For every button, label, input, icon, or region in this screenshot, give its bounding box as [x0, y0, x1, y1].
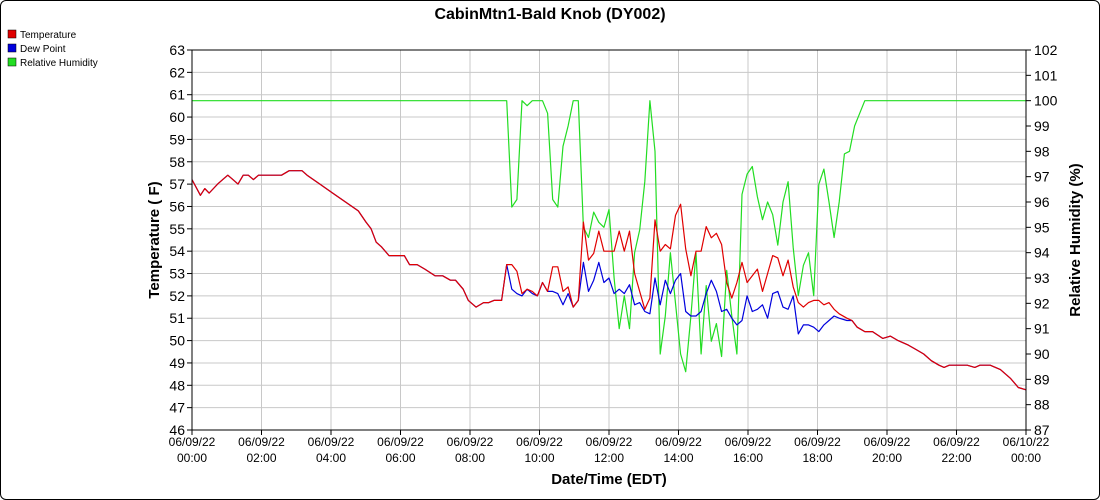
y2-tick-label: 89 [1034, 371, 1050, 387]
y-axis-label: Temperature ( F) [146, 181, 163, 298]
x-tick-label-time: 22:00 [941, 451, 971, 465]
y-tick-label: 56 [169, 198, 185, 214]
legend-label: Dew Point [20, 44, 66, 55]
x-tick-label-date: 06/09/22 [169, 435, 216, 449]
x-tick-label-date: 06/09/22 [725, 435, 772, 449]
x-tick-label-time: 16:00 [733, 451, 763, 465]
y2-axis-ticks: 87 88 89 90 91 92 93 94 95 96 97 98 99 100 101 102 [1026, 42, 1058, 438]
y-tick-label: 57 [169, 176, 185, 192]
y-tick-label: 63 [169, 42, 185, 58]
x-tick-label-time: 00:00 [1011, 451, 1041, 465]
y-tick-label: 62 [169, 64, 185, 80]
y2-tick-label: 101 [1034, 67, 1058, 83]
x-tick-label-time: 12:00 [594, 451, 624, 465]
series-layer [191, 100, 1027, 391]
y-tick-label: 53 [169, 266, 185, 282]
x-tick-label-date: 06/09/22 [933, 435, 980, 449]
x-tick-label-date: 06/09/22 [516, 435, 563, 449]
x-tick-label-date: 06/09/22 [308, 435, 355, 449]
x-tick-label-date: 06/09/22 [238, 435, 285, 449]
y2-tick-label: 102 [1034, 42, 1058, 58]
y-tick-label: 47 [169, 400, 185, 416]
grid [191, 49, 1027, 431]
x-tick-label-time: 04:00 [316, 451, 346, 465]
x-tick-label-time: 20:00 [872, 451, 902, 465]
y2-tick-label: 90 [1034, 346, 1050, 362]
x-tick-label-date: 06/10/22 [1003, 435, 1050, 449]
x-tick-label-date: 06/09/22 [586, 435, 633, 449]
x-tick-label-time: 08:00 [455, 451, 485, 465]
x-tick-label-time: 00:00 [177, 451, 207, 465]
legend-swatch [7, 43, 17, 53]
y-tick-label: 49 [169, 355, 185, 371]
chart-title: CabinMtn1-Bald Knob (DY002) [434, 6, 665, 23]
y2-tick-label: 100 [1034, 93, 1058, 109]
x-axis-label: Date/Time (EDT) [551, 471, 667, 488]
y2-tick-label: 87 [1034, 422, 1050, 438]
x-tick-label-time: 18:00 [802, 451, 832, 465]
y2-tick-label: 88 [1034, 397, 1050, 413]
y2-tick-label: 94 [1034, 245, 1050, 261]
y2-tick-label: 92 [1034, 295, 1050, 311]
y-tick-label: 50 [169, 333, 185, 349]
y-tick-label: 52 [169, 288, 185, 304]
series-line-temperature [191, 170, 1027, 391]
legend-label: Temperature [20, 30, 77, 41]
x-tick-label-date: 06/09/22 [377, 435, 424, 449]
y-tick-label: 58 [169, 154, 185, 170]
x-tick-label-time: 14:00 [663, 451, 693, 465]
y-tick-label: 61 [169, 87, 185, 103]
x-tick-label-date: 06/09/22 [864, 435, 911, 449]
x-tick-label-time: 02:00 [246, 451, 276, 465]
y-tick-label: 46 [169, 422, 185, 438]
y2-tick-label: 98 [1034, 143, 1050, 159]
x-tick-label-date: 06/09/22 [447, 435, 494, 449]
y2-tick-label: 93 [1034, 270, 1050, 286]
legend-swatch [7, 57, 17, 67]
x-axis-ticks: 06/09/22 00:00 06/09/22 02:00 06/09/22 04:00 0… [169, 430, 1050, 465]
legend-label: Relative Humidity [20, 58, 98, 69]
x-tick-label-date: 06/09/22 [794, 435, 841, 449]
x-tick-label-time: 10:00 [524, 451, 554, 465]
y2-tick-label: 95 [1034, 219, 1050, 235]
y-tick-label: 54 [169, 243, 185, 259]
y-tick-label: 59 [169, 131, 185, 147]
y-tick-label: 48 [169, 377, 185, 393]
x-tick-label-date: 06/09/22 [655, 435, 702, 449]
legend: Temperature Dew Point Relative Humidity [7, 29, 98, 69]
y2-tick-label: 96 [1034, 194, 1050, 210]
y-tick-label: 55 [169, 221, 185, 237]
y2-tick-label: 99 [1034, 118, 1050, 134]
y2-axis-label: Relative Humidity (%) [1067, 163, 1084, 316]
y2-tick-label: 97 [1034, 169, 1050, 185]
y-tick-label: 51 [169, 310, 185, 326]
x-tick-label-time: 06:00 [385, 451, 415, 465]
series-line-relative-humidity [192, 100, 1026, 373]
legend-swatch [7, 29, 17, 39]
y-axis-ticks: 46 47 48 49 50 51 52 53 54 55 56 57 58 59 60 61 62 63 [169, 42, 192, 438]
y2-tick-label: 91 [1034, 321, 1050, 337]
y-tick-label: 60 [169, 109, 185, 125]
